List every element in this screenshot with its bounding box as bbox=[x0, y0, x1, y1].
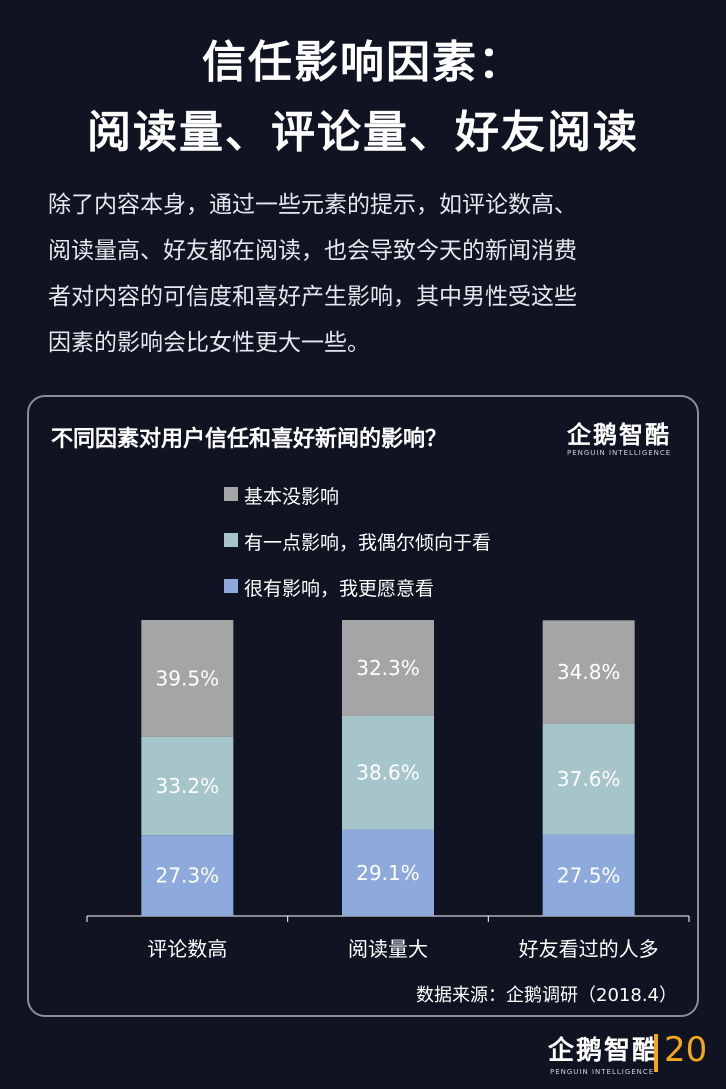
stacked-bar-chart: 27.3% 33.2% 39.5% 评论数高 29.1% 38.6% 32.3% 阅读量大 27… bbox=[86, 620, 690, 961]
legend-swatch bbox=[224, 533, 238, 547]
bar-segment bbox=[141, 736, 234, 836]
data-label: 38.6% bbox=[356, 761, 420, 785]
page-title-line1: 信任影响因素： bbox=[202, 37, 524, 88]
bar-segment bbox=[542, 723, 635, 835]
data-label: 27.3% bbox=[156, 864, 220, 888]
data-label: 33.2% bbox=[156, 774, 220, 798]
logo-text-cn: 企鹅智酷 bbox=[567, 421, 671, 449]
intro-paragraph: 除了内容本身，通过一些元素的提示，如评论数高、 阅读量高、好友都在阅读，也会导致… bbox=[48, 182, 688, 366]
data-source: 数据来源：企鹅调研（2018.4） bbox=[416, 985, 677, 1006]
data-label: 39.5% bbox=[156, 666, 220, 690]
bar-segment bbox=[542, 834, 635, 916]
legend-swatch bbox=[224, 487, 238, 501]
x-tick-label: 好友看过的人多 bbox=[519, 937, 659, 961]
data-label: 32.3% bbox=[356, 656, 420, 680]
bar-segment bbox=[342, 715, 434, 830]
logo-text-en: PENGUIN INTELLIGENCE bbox=[567, 449, 672, 457]
brand-logo: 企鹅智酷 PENGUIN INTELLIGENCE bbox=[567, 415, 677, 461]
intro-line: 阅读量高、好友都在阅读，也会导致今天的新闻消费 bbox=[48, 238, 577, 264]
chart-title: 不同因素对用户信任和喜好新闻的影响？ bbox=[51, 427, 448, 452]
intro-line: 因素的影响会比女性更大一些。 bbox=[48, 330, 370, 356]
legend-label: 有一点影响，我偶尔倾向于看 bbox=[244, 532, 492, 554]
intro-line: 除了内容本身，通过一些元素的提示，如评论数高、 bbox=[48, 192, 577, 218]
bar-segment bbox=[141, 620, 234, 737]
page-number-divider bbox=[654, 1034, 658, 1072]
bar-segment bbox=[342, 620, 434, 716]
intro-line: 者对内容的可信度和喜好产生影响，其中男性受这些 bbox=[48, 284, 577, 310]
bar-segment bbox=[542, 620, 635, 724]
page-title-line2: 阅读量、评论量、好友阅读 bbox=[87, 107, 639, 158]
data-label: 34.8% bbox=[557, 660, 621, 684]
legend-label: 基本没影响 bbox=[244, 486, 340, 508]
data-label: 37.6% bbox=[557, 767, 621, 791]
footer-logo-text-en: PENGUIN INTELLIGENCE bbox=[550, 1068, 655, 1076]
chart-card: 27.3% 33.2% 39.5% 评论数高 29.1% 38.6% 32.3% 阅读量大 27… bbox=[27, 395, 699, 1017]
x-tick-label: 阅读量大 bbox=[348, 937, 428, 961]
x-tick-label: 评论数高 bbox=[147, 937, 227, 961]
bar-segment bbox=[342, 829, 434, 916]
data-label: 29.1% bbox=[356, 861, 420, 885]
footer-logo-text-cn: 企鹅智酷 bbox=[548, 1036, 661, 1066]
footer-logo: 企鹅智酷 PENGUIN INTELLIGENCE bbox=[548, 1030, 658, 1078]
page-number: 20 bbox=[664, 1030, 708, 1070]
legend-swatch bbox=[224, 579, 238, 593]
data-label: 27.5% bbox=[557, 863, 621, 887]
bar-segment bbox=[141, 835, 234, 916]
legend-label: 很有影响，我更愿意看 bbox=[244, 578, 435, 600]
